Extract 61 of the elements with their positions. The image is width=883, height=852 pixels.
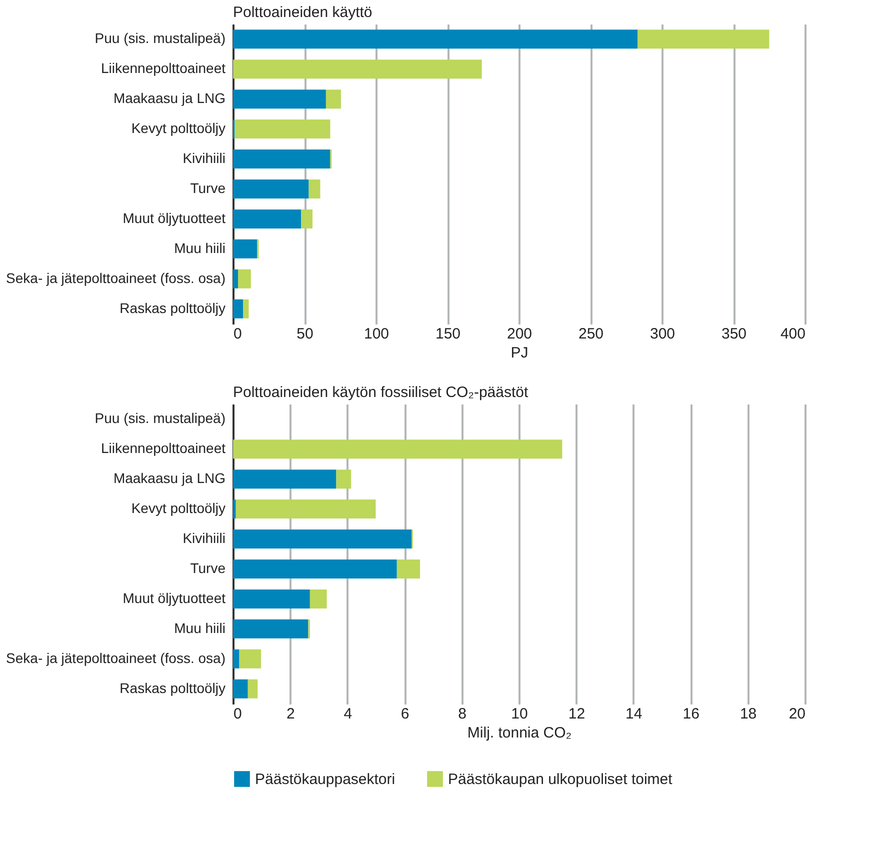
y-tick-label: Kevyt polttoöljy	[131, 120, 226, 136]
bar	[233, 440, 562, 459]
y-tick-label: Turve	[190, 560, 226, 576]
y-tick-label: Maakaasu ja LNG	[113, 90, 226, 106]
y-tick-label: Seka- ja jätepolttoaineet (foss. osa)	[6, 270, 226, 286]
y-tick-label: Turve	[190, 180, 226, 196]
bar	[310, 589, 327, 608]
x-tick-label: 100	[364, 326, 390, 342]
y-tick-label: Puu (sis. mustalipeä)	[94, 30, 226, 46]
x-tick-label: 4	[344, 706, 352, 722]
bar	[233, 559, 397, 578]
y-tick-label: Muut öljytuotteet	[122, 590, 226, 606]
x-tick-label: 10	[511, 706, 528, 722]
bar	[233, 470, 336, 489]
y-tick-label: Raskas polttoöljy	[120, 680, 226, 696]
y-tick-label: Raskas polttoöljy	[120, 300, 226, 316]
x-tick-label: 0	[234, 326, 242, 342]
bar	[233, 589, 310, 608]
y-tick-label: Maakaasu ja LNG	[113, 470, 226, 486]
y-tick-label: Kivihiili	[182, 530, 226, 546]
y-tick-label: Muu hiili	[174, 240, 226, 256]
bar	[396, 559, 420, 578]
x-tick-label: 0	[234, 706, 242, 722]
x-tick-label: 50	[296, 326, 314, 342]
bar	[233, 530, 412, 549]
y-tick-label: Puu (sis. mustalipeä)	[94, 410, 226, 426]
bar	[248, 679, 258, 698]
legend-label: Päästökaupan ulkopuoliset toimet	[448, 771, 674, 788]
bar	[336, 470, 352, 489]
x-tick-label: 20	[788, 706, 806, 722]
x-axis-title: Milj. tonnia CO₂	[467, 724, 572, 742]
x-tick-label: 18	[740, 706, 757, 722]
bar	[233, 500, 236, 519]
y-tick-label: Seka- ja jätepolttoaineet (foss. osa)	[6, 650, 226, 666]
x-tick-label: 300	[650, 326, 676, 342]
x-tick-label: 150	[435, 326, 461, 342]
chart-title: Polttoaineiden käytön fossiiliset CO₂-päästöt	[233, 384, 529, 401]
x-tick-label: 2	[286, 706, 295, 722]
x-tick-label: 200	[506, 326, 532, 342]
bar	[233, 619, 308, 638]
y-tick-label: Kevyt polttoöljy	[131, 500, 226, 516]
x-tick-label: 14	[626, 706, 642, 722]
bar	[233, 649, 240, 668]
x-axis-title: PJ	[510, 344, 528, 362]
x-tick-label: 6	[400, 706, 410, 722]
y-tick-label: Kivihiili	[182, 150, 226, 166]
y-tick-label: Liikennepolttoaineet	[100, 440, 226, 456]
legend-label: Päästökauppasektori	[255, 771, 396, 788]
x-tick-label: 16	[682, 706, 700, 722]
y-tick-label: Muu hiili	[174, 620, 226, 636]
x-tick-label: 250	[578, 326, 604, 342]
bar	[239, 649, 262, 668]
bar	[233, 679, 248, 698]
bar	[236, 500, 376, 519]
x-tick-label: 12	[568, 706, 586, 722]
x-tick-label: 350	[721, 326, 747, 342]
y-tick-label: Liikennepolttoaineet	[100, 60, 226, 76]
x-tick-label: 8	[458, 706, 466, 722]
y-tick-label: Muut öljytuotteet	[122, 210, 226, 226]
x-tick-label: 400	[780, 326, 806, 342]
chart-title: Polttoaineiden käyttö	[233, 4, 372, 21]
